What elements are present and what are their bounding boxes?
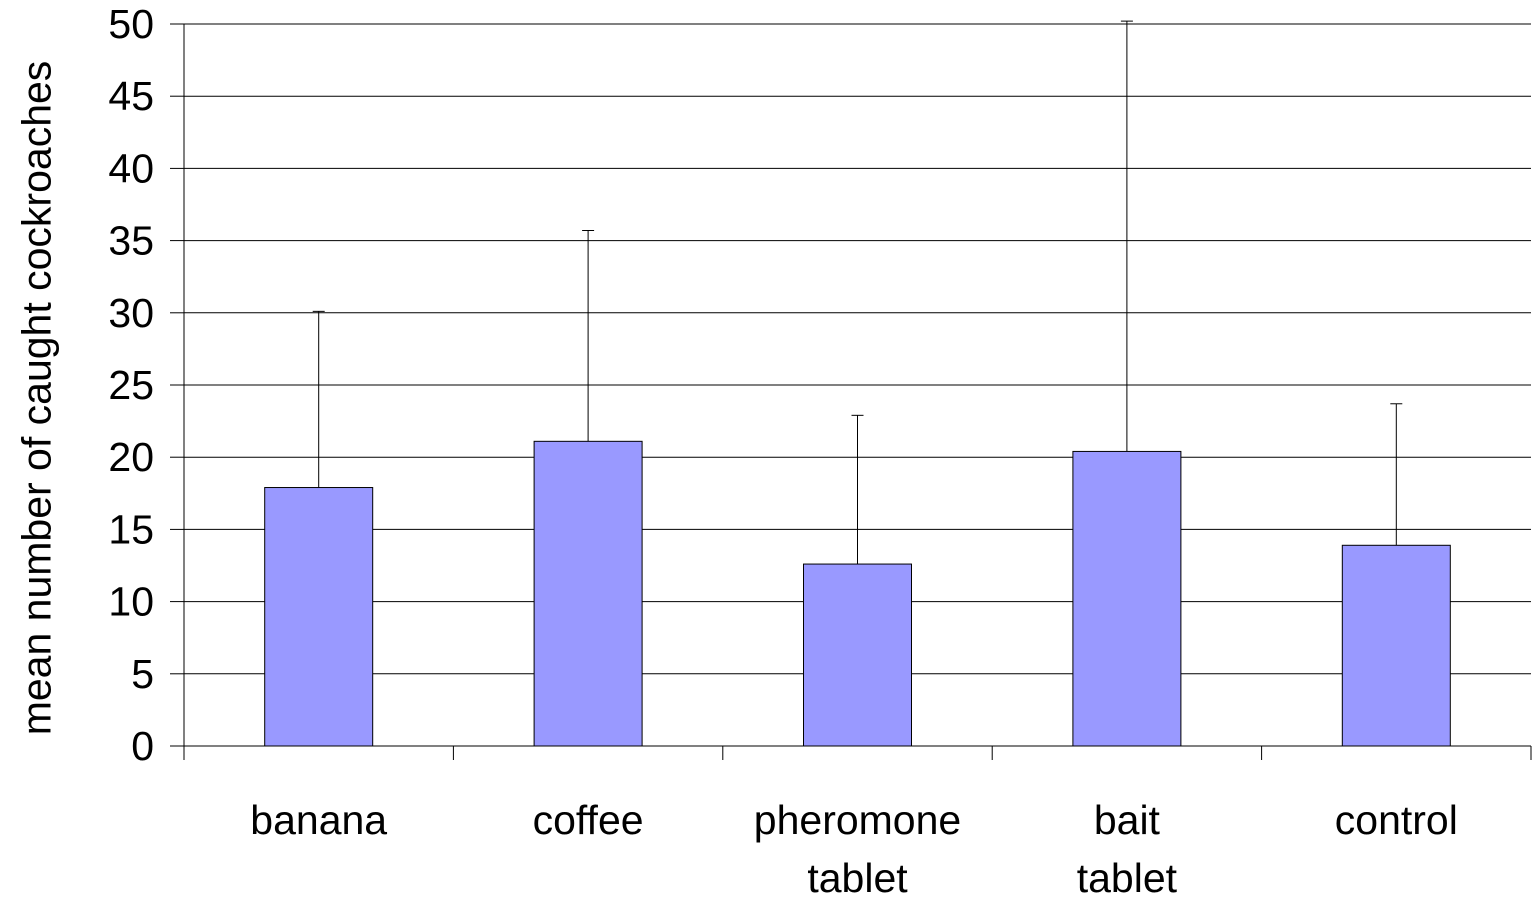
y-tick-label: 30: [108, 290, 154, 336]
bar: [1341, 544, 1451, 747]
category-label-line: tablet: [807, 855, 908, 898]
x-axis-labels: banana coffee pheromone tablet bait tablet con…: [250, 797, 1458, 898]
category-label-line: pheromone: [754, 797, 961, 843]
category-label: bait tablet: [1077, 797, 1178, 898]
y-tick-label: 0: [131, 723, 154, 769]
category-label-line: coffee: [533, 797, 644, 843]
y-tick-label: 35: [108, 218, 154, 264]
y-tick-label: 10: [108, 579, 154, 625]
category-label-line: control: [1335, 797, 1458, 843]
category-label-line: bait: [1094, 797, 1161, 843]
bar: [264, 487, 374, 747]
y-tick-label: 25: [108, 362, 154, 408]
category-label: control: [1335, 797, 1458, 843]
category-label-line: banana: [250, 797, 387, 843]
bars: [264, 440, 1451, 747]
y-tick-label: 20: [108, 434, 154, 480]
y-tick-label: 5: [131, 651, 154, 697]
error-bars: [312, 20, 1403, 565]
category-label: pheromone tablet: [754, 797, 961, 898]
gridlines: [184, 23, 1531, 675]
category-label: coffee: [533, 797, 644, 843]
bar: [1072, 450, 1182, 747]
y-axis-label: mean number of caught cockroaches: [13, 60, 60, 736]
bar: [533, 440, 643, 747]
y-tick-label: 50: [108, 1, 154, 47]
category-label: banana: [250, 797, 387, 843]
y-tick-label: 45: [108, 73, 154, 119]
y-tick-label: 40: [108, 145, 154, 191]
bar: [803, 563, 912, 747]
y-tick-label: 15: [108, 506, 154, 552]
y-axis-ticks: 0 5 10 15 20 25 30 35 40 45 50: [108, 1, 184, 769]
category-label-line: tablet: [1077, 855, 1178, 898]
